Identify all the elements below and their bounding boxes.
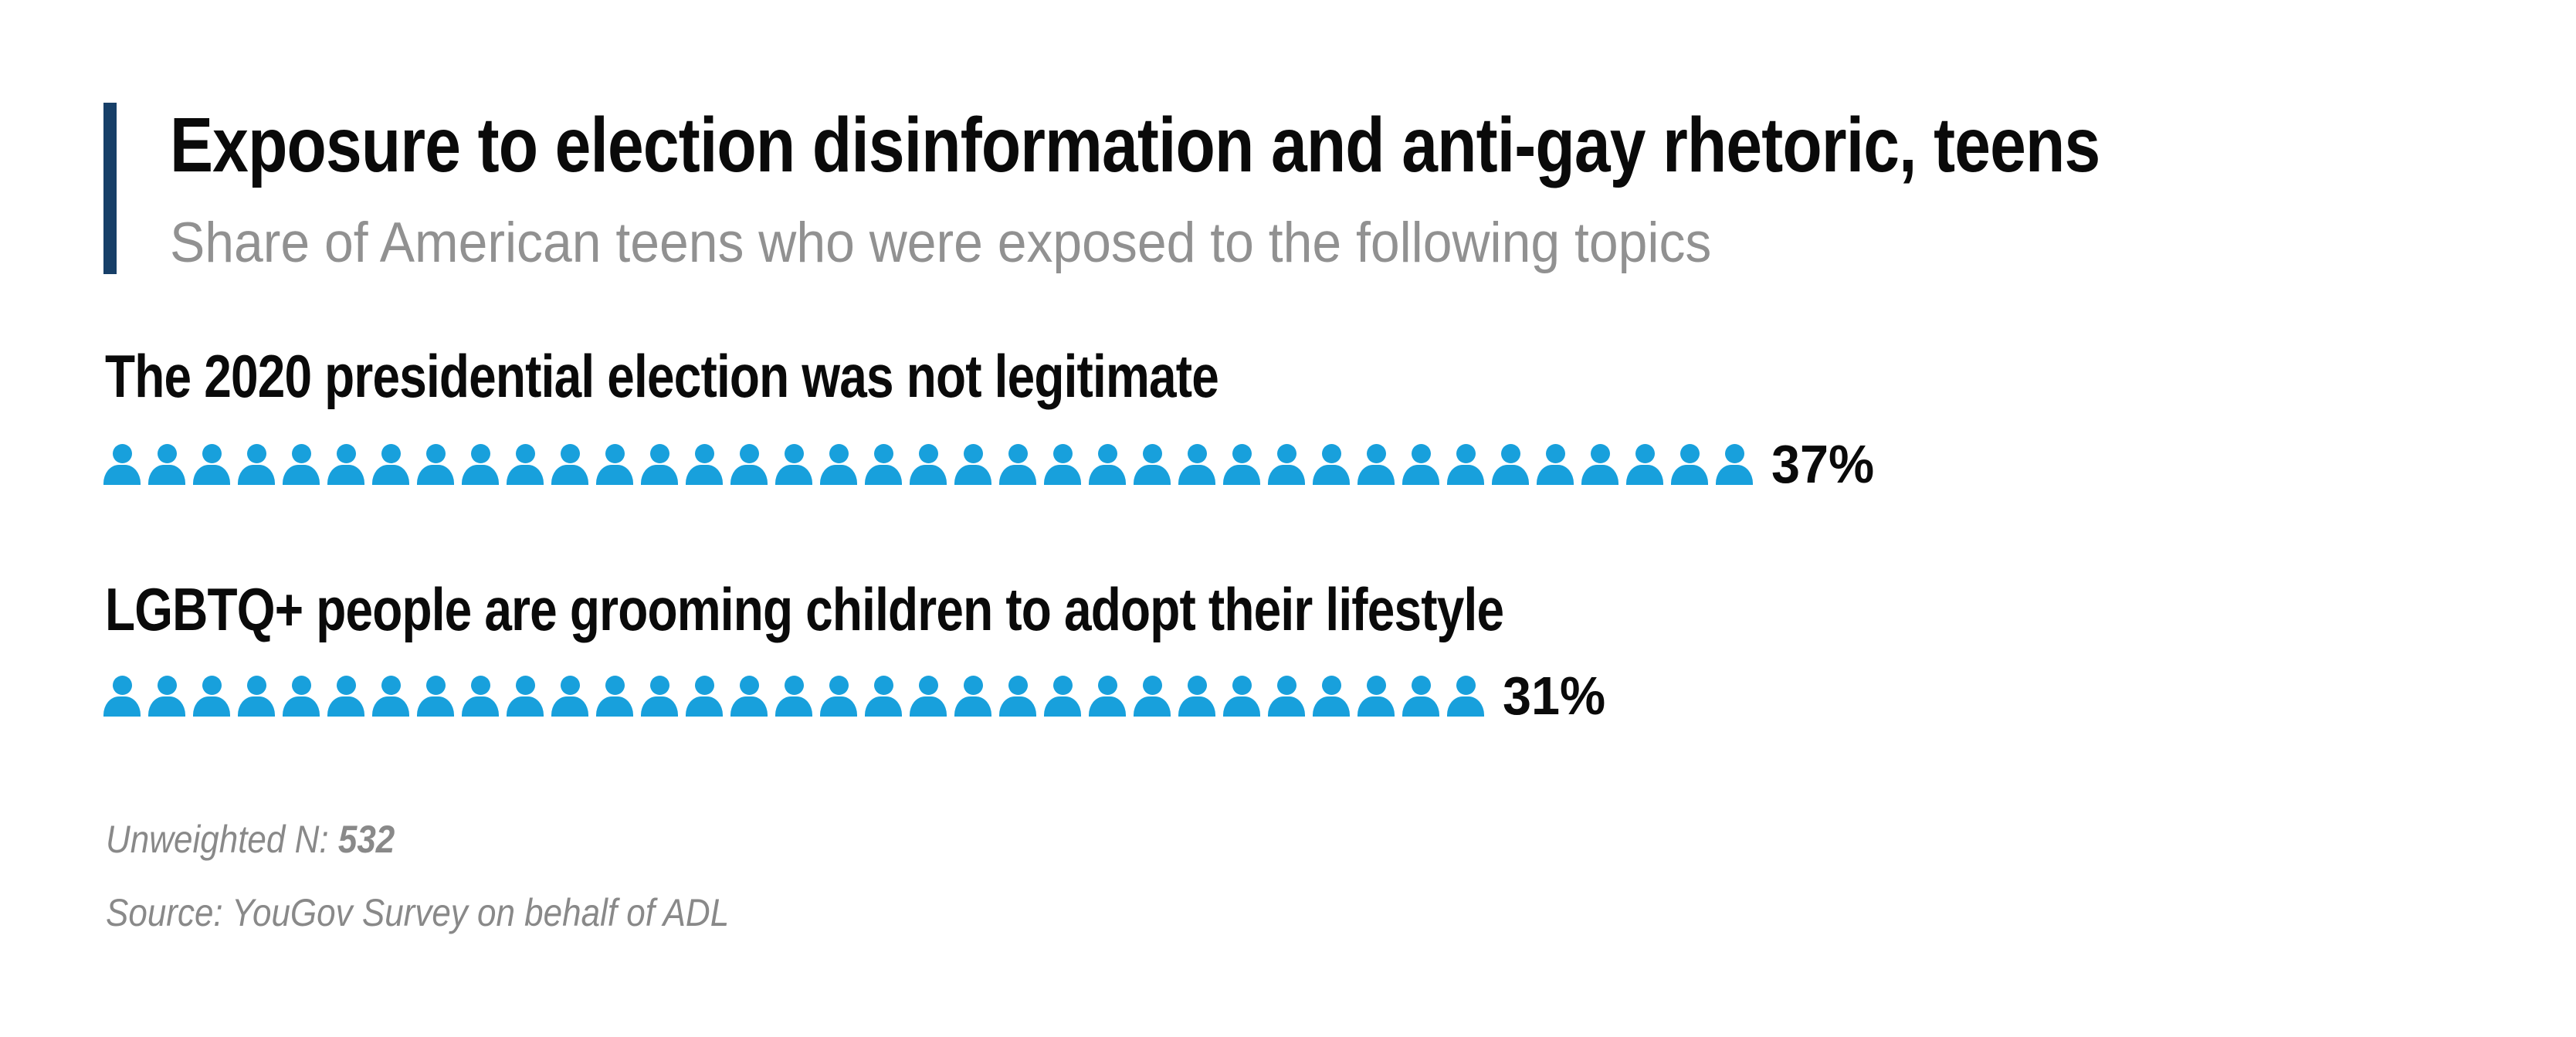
person-icon — [1178, 444, 1215, 485]
person-icon — [1134, 676, 1171, 717]
person-icon — [1223, 444, 1260, 485]
person-icon — [1402, 444, 1439, 485]
person-icon — [1134, 444, 1171, 485]
person-icon — [283, 444, 320, 485]
person-icon — [1671, 444, 1708, 485]
person-icon — [1268, 444, 1305, 485]
person-icon — [1581, 444, 1618, 485]
person-icon — [1357, 676, 1395, 717]
person-icon — [1223, 676, 1260, 717]
person-icon — [820, 676, 857, 717]
header-accent-bar — [103, 103, 117, 274]
unweighted-n-label: Unweighted N: — [106, 818, 329, 861]
person-icon — [1268, 676, 1305, 717]
person-icon — [1402, 676, 1439, 717]
person-icon — [417, 676, 454, 717]
person-icon — [238, 676, 275, 717]
person-icon — [865, 444, 902, 485]
person-icon — [103, 676, 141, 717]
person-icon — [954, 444, 991, 485]
person-icon — [103, 444, 141, 485]
unweighted-n-note: Unweighted N: 532 — [106, 820, 395, 859]
value-label-election: 37% — [1771, 434, 1875, 494]
person-icon — [1447, 676, 1484, 717]
unweighted-n-value: 532 — [337, 818, 395, 861]
chart-subtitle: Share of American teens who were exposed… — [170, 212, 1712, 274]
person-icon — [1447, 444, 1484, 485]
category-label-lgbtq: LGBTQ+ people are grooming children to a… — [105, 575, 1504, 643]
person-icon — [148, 676, 185, 717]
person-icon — [910, 444, 947, 485]
person-icon — [596, 676, 633, 717]
person-icon — [462, 444, 499, 485]
person-icon — [1044, 444, 1081, 485]
person-icon-group — [103, 676, 1484, 717]
chart-title: Exposure to election disinformation and … — [170, 102, 2100, 188]
person-icon — [238, 444, 275, 485]
person-icon — [1089, 676, 1126, 717]
person-icon — [641, 444, 678, 485]
person-icon — [775, 676, 812, 717]
pictogram-row-election: 37% — [103, 434, 1879, 494]
person-icon — [1313, 444, 1350, 485]
person-icon — [775, 444, 812, 485]
category-label-election: The 2020 presidential election was not l… — [105, 342, 1219, 410]
person-icon — [551, 444, 588, 485]
pictogram-row-lgbtq: 31% — [103, 666, 1611, 726]
person-icon — [999, 676, 1036, 717]
person-icon — [865, 676, 902, 717]
person-icon — [193, 676, 230, 717]
person-icon — [327, 444, 364, 485]
person-icon — [999, 444, 1036, 485]
person-icon — [462, 676, 499, 717]
source-note: Source: YouGov Survey on behalf of ADL — [106, 891, 730, 934]
person-icon — [1357, 444, 1395, 485]
person-icon — [1178, 676, 1215, 717]
person-icon — [551, 676, 588, 717]
person-icon — [954, 676, 991, 717]
person-icon — [910, 676, 947, 717]
person-icon — [1044, 676, 1081, 717]
person-icon — [1537, 444, 1574, 485]
person-icon — [686, 444, 723, 485]
person-icon — [507, 676, 544, 717]
person-icon — [507, 444, 544, 485]
person-icon — [283, 676, 320, 717]
person-icon — [148, 444, 185, 485]
person-icon — [596, 444, 633, 485]
person-icon — [1716, 444, 1753, 485]
person-icon — [1492, 444, 1529, 485]
person-icon — [1313, 676, 1350, 717]
person-icon — [417, 444, 454, 485]
value-label-lgbtq: 31% — [1503, 666, 1606, 726]
person-icon — [1089, 444, 1126, 485]
person-icon — [1626, 444, 1663, 485]
person-icon — [730, 676, 768, 717]
person-icon-group — [103, 444, 1753, 485]
person-icon — [193, 444, 230, 485]
person-icon — [686, 676, 723, 717]
person-icon — [372, 444, 409, 485]
person-icon — [641, 676, 678, 717]
person-icon — [327, 676, 364, 717]
person-icon — [820, 444, 857, 485]
person-icon — [372, 676, 409, 717]
person-icon — [730, 444, 768, 485]
